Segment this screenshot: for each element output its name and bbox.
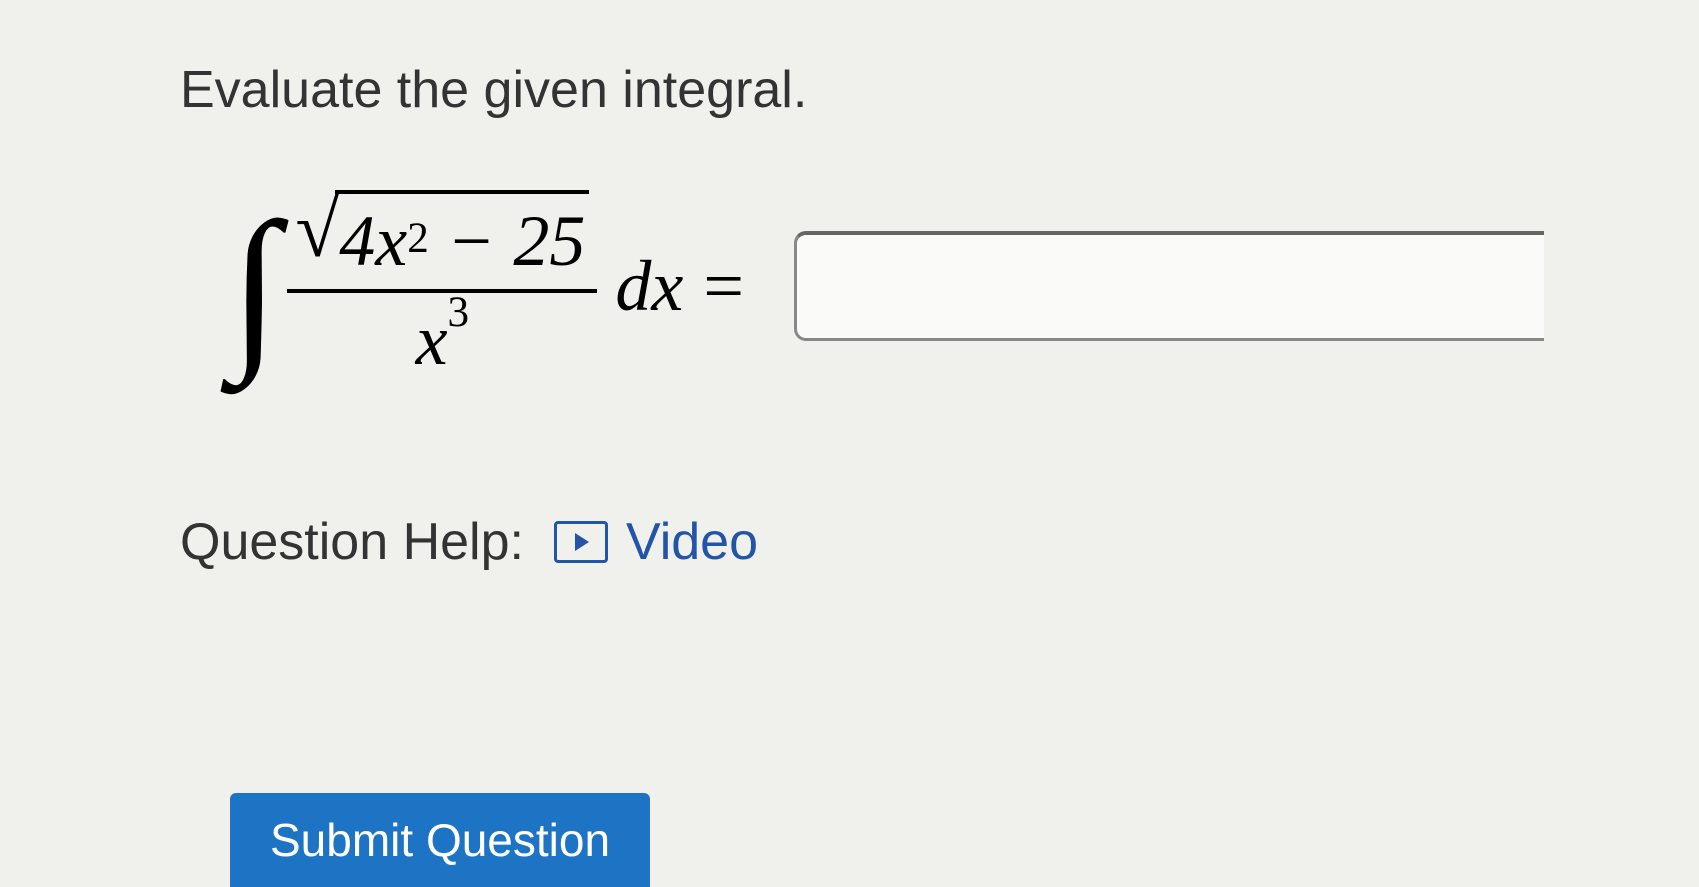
play-triangle-icon (575, 533, 589, 551)
answer-input[interactable] (794, 231, 1544, 341)
video-help-link[interactable]: Video (554, 512, 758, 572)
equals-sign: = (703, 245, 744, 328)
coeff-4: 4 (339, 200, 375, 283)
sqrt-icon: √ (295, 190, 339, 283)
var-x: x (375, 200, 407, 283)
differential-dx: dx (615, 245, 683, 328)
denom-var-x: x (416, 300, 448, 380)
sqrt-wrapper: √ 4x2 − 25 (295, 190, 589, 283)
video-link-label: Video (626, 512, 758, 572)
question-help-label: Question Help: (180, 512, 524, 572)
sqrt-content: 4x2 − 25 (335, 190, 589, 283)
submit-question-button[interactable]: Submit Question (230, 793, 650, 887)
integral-sign-icon: ∫ (230, 214, 279, 358)
exponent-2: 2 (407, 214, 429, 263)
fraction: √ 4x2 − 25 x3 (287, 190, 597, 382)
video-icon (554, 521, 608, 563)
denom-exponent-3: 3 (448, 289, 470, 336)
constant-25: 25 (513, 200, 585, 283)
question-prompt: Evaluate the given integral. (180, 60, 1659, 120)
denominator: x3 (416, 293, 470, 382)
integral-expression: ∫ √ 4x2 − 25 x3 dx = (230, 190, 764, 382)
minus-operator: − (447, 200, 496, 283)
numerator: √ 4x2 − 25 (287, 190, 597, 293)
integral-row: ∫ √ 4x2 − 25 x3 dx = (230, 190, 1659, 382)
question-help-row: Question Help: Video (180, 512, 1659, 572)
